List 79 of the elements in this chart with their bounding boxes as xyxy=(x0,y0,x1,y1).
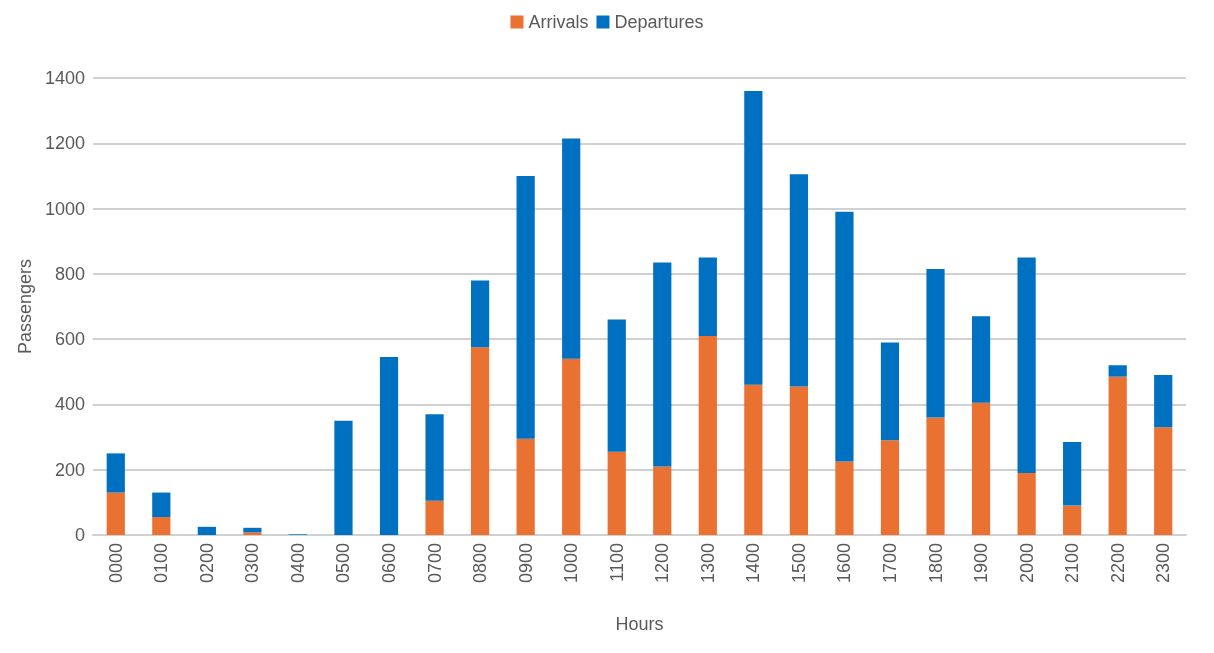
x-tick-label: 2300 xyxy=(1153,543,1174,584)
bar xyxy=(562,138,581,359)
x-tick-label: 0400 xyxy=(287,543,308,584)
x-tick-label: 0500 xyxy=(333,543,354,584)
legend-label: Arrivals xyxy=(528,12,589,32)
x-tick-label: 1100 xyxy=(606,543,627,582)
x-tick-label: 0800 xyxy=(470,543,491,584)
y-tick-label: 0 xyxy=(74,525,85,545)
bar xyxy=(471,280,490,348)
x-tick-label: 0700 xyxy=(424,543,445,584)
bar xyxy=(197,526,216,535)
bar xyxy=(971,402,991,535)
x-tick-label: 0600 xyxy=(379,543,400,584)
bar xyxy=(653,262,672,467)
x-tick-label: 2000 xyxy=(1016,543,1037,584)
bar xyxy=(1154,427,1173,535)
x-tick-label: 1300 xyxy=(697,543,718,584)
bar xyxy=(1108,376,1127,535)
bar xyxy=(1017,257,1036,473)
bar xyxy=(789,174,808,387)
x-axis-title: Hours xyxy=(615,614,664,634)
x-tick-label: 1400 xyxy=(743,543,764,584)
x-tick-label: 1600 xyxy=(834,543,855,584)
bar xyxy=(880,440,900,535)
bar xyxy=(926,417,945,535)
x-tick-label: 0100 xyxy=(151,543,172,584)
y-tick-label: 1400 xyxy=(44,68,85,88)
bar xyxy=(698,335,717,535)
bar xyxy=(926,268,945,418)
bar xyxy=(653,466,672,535)
x-tick-label: 0200 xyxy=(196,543,217,584)
bar xyxy=(971,316,991,403)
bar xyxy=(789,386,808,535)
x-tick-label: 1000 xyxy=(561,543,582,584)
x-tick-label: 1500 xyxy=(788,543,809,584)
bar xyxy=(1063,505,1082,535)
x-tick-label: 2100 xyxy=(1062,543,1083,584)
bar xyxy=(516,438,535,535)
bar xyxy=(243,532,262,535)
y-tick-label: 200 xyxy=(54,459,85,480)
bar xyxy=(106,492,125,535)
x-tick-label: 0000 xyxy=(105,543,126,584)
bar xyxy=(425,500,444,535)
y-axis-title: Passengers xyxy=(15,258,36,355)
bar xyxy=(1063,441,1082,506)
bar xyxy=(1108,365,1127,377)
bar xyxy=(1154,375,1173,428)
x-tick-label: 1900 xyxy=(971,543,992,584)
bar xyxy=(106,453,125,493)
y-tick-label: 800 xyxy=(54,263,85,284)
y-tick-label: 1200 xyxy=(44,133,85,154)
bar xyxy=(835,461,854,535)
x-tick-label: 1700 xyxy=(879,543,900,584)
bar xyxy=(562,358,581,535)
bar xyxy=(516,175,535,439)
bar xyxy=(698,257,717,336)
x-tick-label: 0300 xyxy=(242,543,263,584)
y-tick-label: 400 xyxy=(54,394,85,415)
x-tick-label: 1200 xyxy=(652,543,673,584)
bar xyxy=(334,420,353,535)
bar xyxy=(425,414,444,501)
x-tick-label: 1800 xyxy=(925,543,946,584)
legend-label: Departures xyxy=(614,12,704,32)
bar xyxy=(243,527,262,533)
bar xyxy=(744,384,763,535)
bar xyxy=(607,319,626,452)
bar xyxy=(880,342,900,441)
y-tick-label: 1000 xyxy=(44,198,85,219)
bar xyxy=(607,451,626,535)
bar xyxy=(152,517,171,535)
bar xyxy=(152,492,171,518)
x-tick-label: 2200 xyxy=(1107,543,1128,584)
bar xyxy=(744,91,763,385)
y-tick-label: 600 xyxy=(54,329,85,350)
bar xyxy=(1017,472,1036,535)
bar xyxy=(471,347,490,535)
x-tick-label: 0900 xyxy=(515,543,536,584)
bar xyxy=(835,211,854,462)
bar xyxy=(379,357,399,535)
